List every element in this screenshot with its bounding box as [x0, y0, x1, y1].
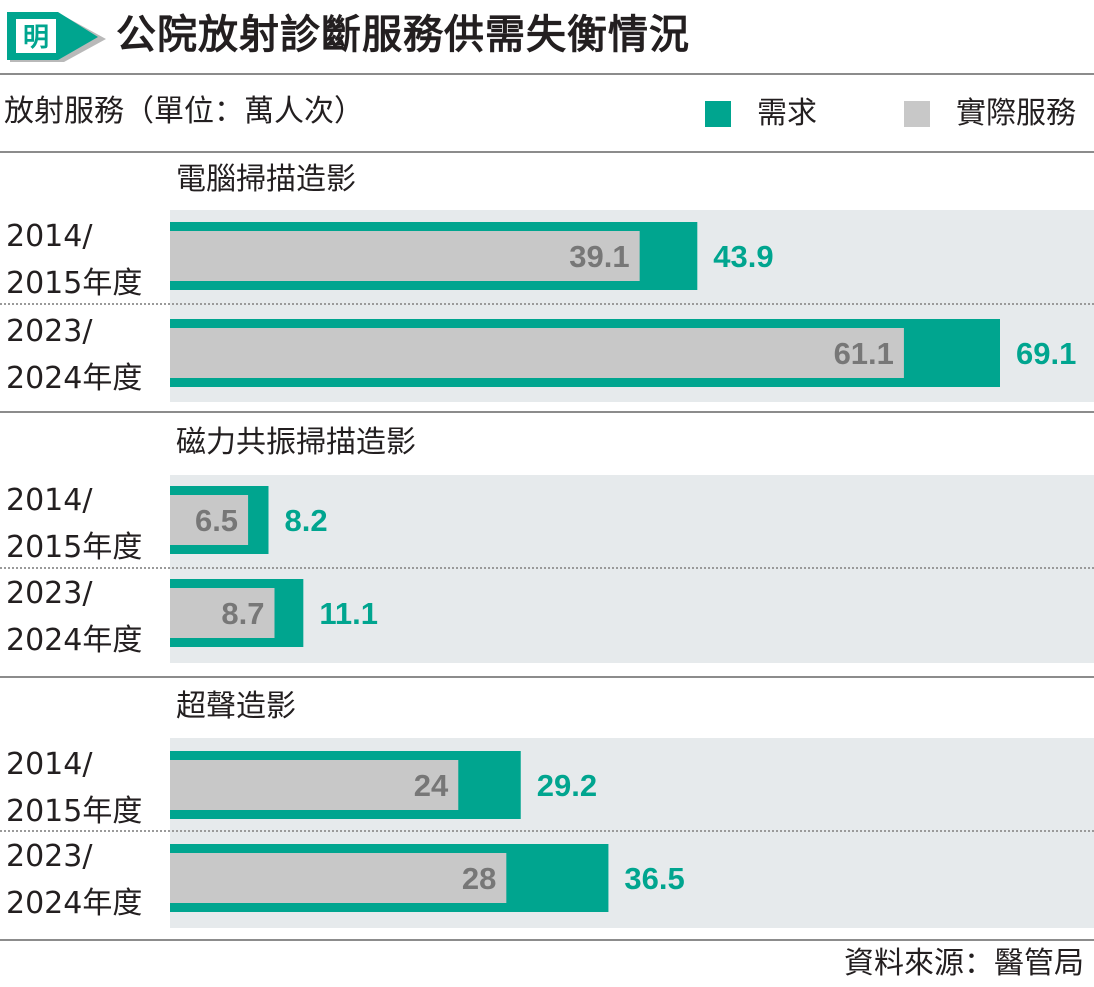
- row-label-line: 2015年度: [6, 794, 143, 829]
- actual-bar: [170, 853, 507, 903]
- demand-value-label: 43.9: [713, 239, 773, 274]
- row-label-line: 2024年度: [6, 361, 143, 396]
- actual-bar: [170, 588, 275, 638]
- actual-bar: [170, 495, 249, 545]
- bottom-divider: [0, 939, 1094, 941]
- legend-item-actual: 實際服務: [904, 96, 1076, 132]
- row-divider: [0, 303, 1094, 305]
- actual-bar: [170, 760, 459, 810]
- row-label-line: 2014/: [6, 219, 93, 254]
- demand-value-label: 8.2: [284, 503, 327, 538]
- source-note: 資料來源：醫管局: [844, 946, 1084, 981]
- row-label-period: 2023/ 2024年度: [6, 570, 142, 664]
- section-title: 超聲造影: [176, 689, 296, 724]
- demand-value-label: 29.2: [537, 768, 597, 803]
- row-label-period: 2023/ 2024年度: [6, 308, 142, 402]
- svg-text:明: 明: [23, 23, 49, 53]
- section-background: [170, 475, 1094, 663]
- ming-pao-logo-icon: 明: [7, 12, 106, 62]
- section-title: 磁力共振掃描造影: [176, 425, 416, 460]
- chart-header: 明 公院放射診斷服務供需失衡情況: [0, 0, 1094, 72]
- row-label-period: 2014/ 2015年度: [6, 213, 142, 307]
- actual-bar: [170, 231, 640, 281]
- legend-item-demand: 需求: [705, 96, 817, 132]
- section-title: 電腦掃描造影: [176, 162, 356, 197]
- title-divider: [0, 73, 1094, 75]
- row-label-line: 2014/: [6, 483, 93, 518]
- actual-value-label: 39.1: [569, 239, 629, 274]
- chart-title: 公院放射診斷服務供需失衡情況: [116, 12, 690, 58]
- row-label-period: 2014/ 2015年度: [6, 741, 142, 835]
- actual-value-label: 8.7: [221, 596, 264, 631]
- actual-value-label: 24: [414, 768, 449, 803]
- row-label-period: 2023/ 2024年度: [6, 833, 142, 927]
- row-label-line: 2023/: [6, 576, 93, 611]
- row-divider: [0, 567, 1094, 569]
- row-label-line: 2023/: [6, 839, 93, 874]
- row-label-line: 2024年度: [6, 886, 143, 921]
- row-label-line: 2014/: [6, 747, 93, 782]
- legend-label-demand: 需求: [757, 96, 817, 131]
- row-label-line: 2015年度: [6, 530, 143, 565]
- demand-value-label: 36.5: [624, 861, 684, 896]
- legend-swatch-actual: [904, 101, 930, 127]
- demand-value-label: 69.1: [1016, 336, 1076, 371]
- row-divider: [0, 830, 1094, 832]
- actual-value-label: 6.5: [195, 503, 238, 538]
- row-label-line: 2023/: [6, 314, 93, 349]
- demand-value-label: 11.1: [319, 596, 378, 631]
- legend-label-actual: 實際服務: [956, 96, 1076, 131]
- row-label-line: 2015年度: [6, 266, 143, 301]
- unit-label: 放射服務（單位：萬人次）: [4, 94, 364, 129]
- legend-swatch-demand: [705, 101, 731, 127]
- actual-bar: [170, 328, 904, 378]
- row-label-line: 2024年度: [6, 623, 143, 658]
- section-divider: [0, 151, 1094, 153]
- section-divider: [0, 411, 1094, 413]
- section-divider: [0, 676, 1094, 678]
- row-label-period: 2014/ 2015年度: [6, 477, 142, 571]
- subheader: 放射服務（單位：萬人次） 需求 實際服務: [0, 82, 1094, 142]
- actual-value-label: 28: [462, 861, 496, 896]
- actual-value-label: 61.1: [834, 336, 894, 371]
